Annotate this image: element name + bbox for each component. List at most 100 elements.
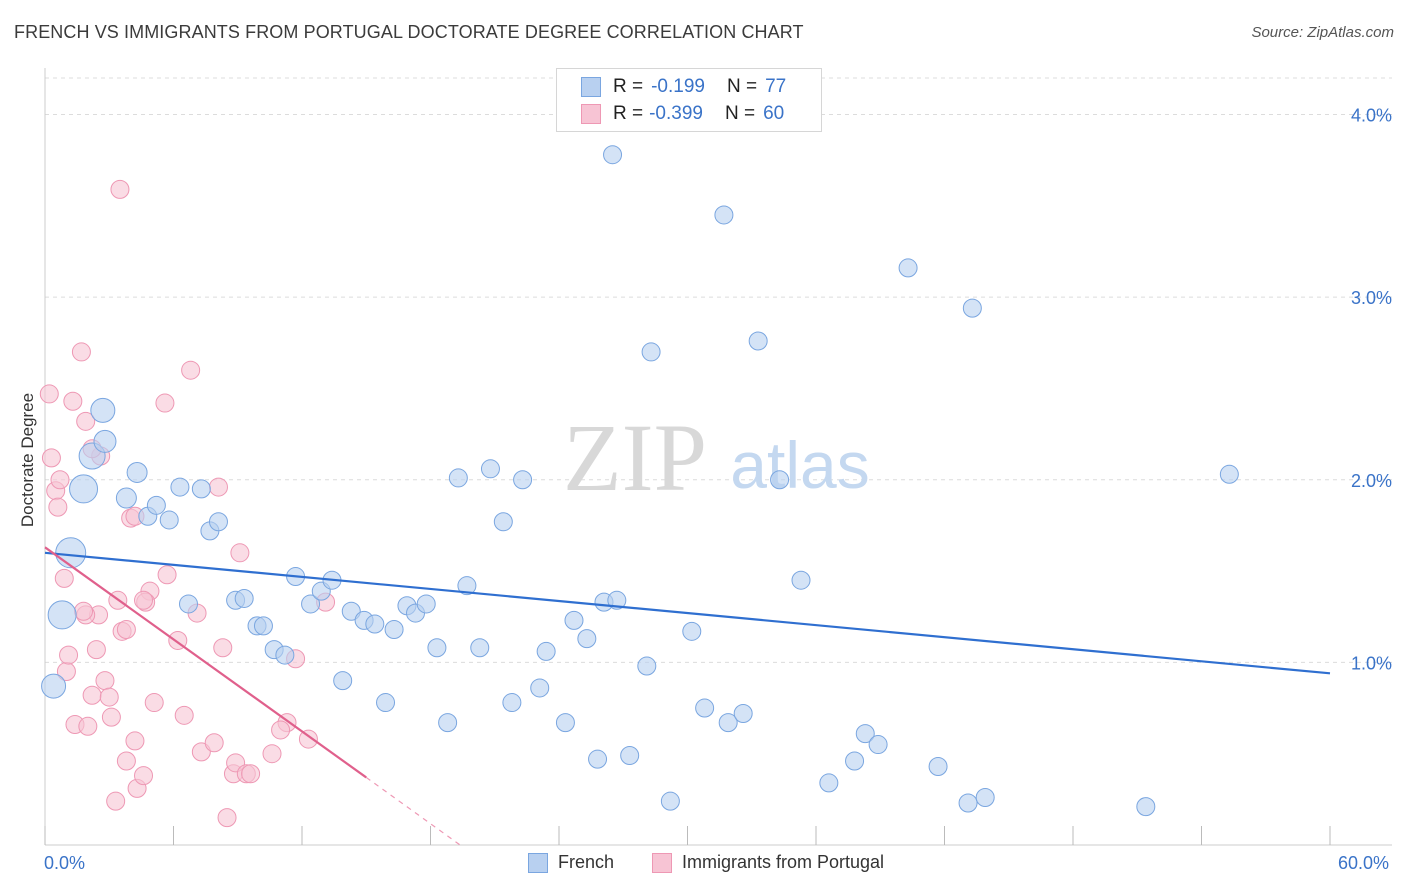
portugal-point [213, 638, 233, 658]
watermark-atlas: atlas [730, 428, 869, 502]
french-point [170, 477, 190, 497]
french-point [341, 601, 361, 621]
correlation-legend: R = -0.199 N = 77 R = -0.399 N = 60 [556, 68, 822, 132]
chart-title: FRENCH VS IMMIGRANTS FROM PORTUGAL DOCTO… [14, 22, 804, 42]
portugal-point [125, 731, 145, 751]
legend-r-label: R = [613, 103, 644, 124]
french-points [41, 145, 1239, 817]
french-point [47, 600, 77, 630]
french-trend-line [44, 551, 1331, 675]
french-point [178, 594, 198, 614]
french-point [480, 459, 500, 479]
french-point [448, 468, 468, 488]
legend-item-portugal[interactable]: Immigrants from Portugal [652, 852, 884, 873]
legend-n-label: N = [724, 103, 756, 124]
portugal-point [217, 808, 237, 828]
portugal-point [71, 342, 91, 362]
portugal-point [78, 716, 98, 736]
french-point [146, 495, 166, 515]
trend-lines [44, 546, 1331, 848]
legend-item-french[interactable]: French [528, 852, 614, 873]
french-point [868, 735, 888, 755]
portugal-trend-extension [365, 776, 463, 848]
french-legend-swatch [528, 852, 548, 873]
legend-row-portugal: R = -0.399 N = 60 [581, 102, 784, 126]
french-point [208, 512, 228, 532]
french-point [819, 773, 839, 793]
portugal-trend-line [44, 546, 367, 779]
portugal-point [99, 687, 119, 707]
portugal-point [82, 685, 102, 705]
portugal-point [271, 720, 291, 740]
french-point [530, 678, 550, 698]
legend-row-french: R = -0.199 N = 77 [581, 75, 786, 99]
portugal-swatch [581, 104, 601, 124]
portugal-legend-label: Immigrants from Portugal [682, 852, 885, 872]
portugal-point [48, 497, 68, 517]
portugal-point [86, 640, 106, 660]
portugal-point [39, 384, 59, 404]
french-point [958, 793, 978, 813]
french-point [733, 704, 753, 724]
watermark-zip: ZIP [563, 404, 707, 511]
portugal-point [50, 470, 70, 490]
chart-source: Source: ZipAtlas.com [1251, 24, 1394, 41]
french-point [69, 474, 99, 504]
french-point [126, 461, 148, 483]
portugal-point [63, 391, 83, 411]
french-point [660, 791, 680, 811]
french-point [159, 510, 179, 530]
french-point [577, 629, 597, 649]
french-point [770, 470, 790, 490]
y-tick-labels: 1.0% 2.0% 3.0% 4.0% [1351, 106, 1392, 674]
french-point [603, 145, 623, 165]
french-point [928, 756, 948, 776]
french-point [333, 671, 353, 691]
french-point [384, 620, 404, 640]
french-point [365, 614, 385, 634]
french-point [588, 749, 608, 769]
portugal-point [41, 448, 61, 468]
french-point [470, 638, 490, 658]
watermark: ZIP atlas [563, 404, 870, 511]
portugal-point [208, 477, 228, 497]
portugal-point [116, 620, 136, 640]
french-point [1136, 797, 1156, 817]
portugal-point [54, 568, 74, 588]
gridlines [45, 77, 1392, 663]
french-point [748, 331, 768, 351]
legend-r-label: R = [613, 76, 644, 97]
french-point [536, 641, 556, 661]
portugal-point [157, 565, 177, 585]
legend-r-value: -0.399 [649, 103, 703, 124]
y-tick-label: 1.0% [1351, 653, 1392, 673]
french-point [855, 724, 875, 744]
french-point [620, 746, 640, 766]
french-point [438, 713, 458, 733]
portugal-point [95, 671, 115, 691]
french-point [416, 594, 436, 614]
french-point [975, 788, 995, 808]
y-tick-label: 3.0% [1351, 288, 1392, 308]
french-point [564, 610, 584, 630]
french-point [695, 698, 715, 718]
y-tick-label: 4.0% [1351, 106, 1392, 126]
french-point [275, 645, 295, 665]
portugal-point [204, 733, 224, 753]
french-point [898, 258, 918, 278]
portugal-point [134, 766, 154, 786]
french-swatch [581, 77, 601, 97]
portugal-point [230, 543, 250, 563]
french-point [93, 429, 117, 453]
french-point [115, 487, 137, 509]
french-point [502, 693, 522, 713]
series-legend: French Immigrants from Portugal [0, 852, 1406, 878]
french-point [682, 621, 702, 641]
french-point [55, 537, 87, 569]
portugal-point [191, 742, 211, 762]
french-point [234, 588, 254, 608]
french-point [555, 713, 575, 733]
french-point [845, 751, 865, 771]
portugal-point [101, 707, 121, 727]
